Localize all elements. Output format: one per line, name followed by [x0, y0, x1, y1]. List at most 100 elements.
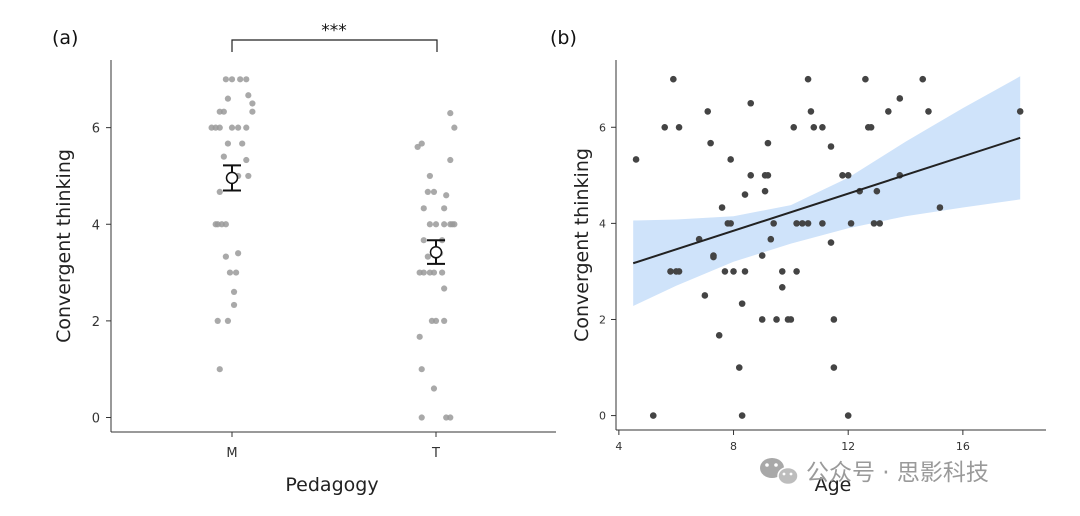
- x-tick-label: 8: [730, 440, 737, 453]
- data-point: [844, 172, 852, 179]
- data-point: [230, 301, 238, 309]
- data-point: [430, 188, 438, 195]
- y-tick-label: 6: [92, 122, 100, 137]
- data-point: [839, 172, 846, 179]
- data-point: [715, 332, 723, 339]
- data-point: [876, 220, 884, 227]
- data-point: [224, 317, 232, 324]
- data-point: [441, 317, 448, 324]
- data-point: [718, 204, 726, 211]
- data-point: [226, 269, 234, 276]
- panel-a-chart: 0 2 4 6 M T *** Pedagogy Convergent thinking: [53, 21, 556, 496]
- data-point: [804, 75, 812, 83]
- data-point: [787, 316, 795, 323]
- data-point: [439, 269, 446, 276]
- x-tick-label: 4: [615, 440, 622, 453]
- data-point: [758, 252, 766, 259]
- data-point: [661, 123, 669, 131]
- data-point: [426, 172, 433, 180]
- y-tick-label: 6: [599, 121, 606, 134]
- watermark-text: 公众号 · 思影科技: [806, 460, 989, 486]
- data-point: [432, 221, 440, 228]
- data-point: [830, 364, 838, 371]
- data-point: [873, 187, 881, 195]
- y-tick-label: 0: [92, 412, 100, 427]
- data-point: [819, 123, 826, 131]
- data-point: [738, 300, 746, 307]
- data-point: [243, 156, 250, 164]
- data-point: [738, 412, 746, 419]
- data-point: [632, 156, 640, 163]
- data-point: [420, 237, 427, 244]
- watermark: 公众号 · 思影科技: [760, 458, 989, 486]
- panel-b-y-axis-title: Convergent thinking: [571, 148, 593, 342]
- data-point: [773, 316, 780, 323]
- data-point: [730, 268, 737, 275]
- data-point: [224, 95, 232, 102]
- data-point: [222, 221, 229, 228]
- data-point: [799, 220, 806, 227]
- data-point: [418, 140, 425, 147]
- data-point: [896, 95, 904, 102]
- data-point: [216, 124, 223, 131]
- data-point: [919, 75, 927, 83]
- data-point: [220, 153, 227, 160]
- data-point: [420, 269, 427, 276]
- data-point: [228, 76, 236, 83]
- mean-marker: [429, 246, 443, 259]
- data-point: [670, 75, 677, 83]
- data-point: [245, 92, 252, 99]
- data-point: [936, 204, 944, 211]
- data-point: [447, 414, 454, 421]
- data-point: [230, 288, 238, 295]
- data-point: [870, 220, 878, 227]
- data-point: [793, 220, 800, 227]
- data-point: [767, 235, 775, 243]
- data-point: [214, 317, 221, 324]
- panel-a-label: (a): [52, 27, 78, 49]
- data-point: [451, 124, 458, 131]
- data-point: [793, 268, 800, 275]
- data-point: [862, 75, 869, 83]
- data-point: [447, 110, 454, 117]
- data-point: [441, 285, 448, 292]
- data-point: [807, 108, 815, 115]
- panel-a-y-axis-title: Convergent thinking: [53, 149, 75, 343]
- y-tick-label: 0: [599, 410, 606, 423]
- data-point: [727, 156, 734, 163]
- data-point: [827, 239, 835, 246]
- significance-bracket: [231, 39, 438, 52]
- data-point: [420, 205, 427, 212]
- data-point: [443, 192, 450, 199]
- data-point: [451, 221, 458, 228]
- y-tick-label: 2: [599, 313, 606, 326]
- data-point: [778, 268, 786, 275]
- data-point: [235, 124, 242, 131]
- confidence-band: [633, 76, 1021, 306]
- data-point: [228, 124, 236, 131]
- data-point: [649, 412, 657, 419]
- data-point: [243, 76, 250, 83]
- data-point: [418, 414, 425, 421]
- y-tick-label: 2: [92, 315, 100, 330]
- data-point: [747, 172, 755, 179]
- y-tick-label: 4: [599, 217, 606, 230]
- significance-label: ***: [321, 21, 347, 41]
- data-point: [424, 253, 431, 260]
- data-point: [778, 283, 786, 291]
- data-point: [790, 123, 798, 131]
- data-point: [441, 221, 448, 228]
- regression-line: [632, 136, 1021, 265]
- data-point: [741, 191, 749, 198]
- data-point: [432, 317, 440, 324]
- data-point: [235, 250, 242, 257]
- data-point: [426, 221, 433, 228]
- data-point: [810, 123, 818, 131]
- data-point: [804, 220, 812, 227]
- data-point: [701, 292, 709, 299]
- data-point: [249, 100, 256, 107]
- data-point: [424, 188, 431, 195]
- data-point: [216, 108, 223, 115]
- x-tick-label: M: [226, 446, 237, 461]
